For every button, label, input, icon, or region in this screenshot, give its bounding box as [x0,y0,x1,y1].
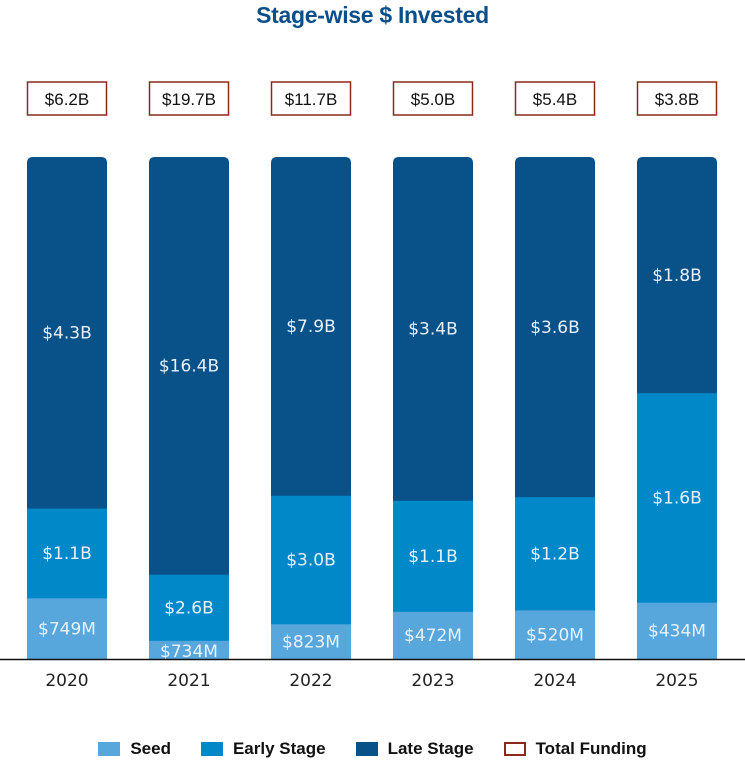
x-tick-label-2025: 2025 [655,671,698,691]
x-tick-label-2024: 2024 [533,671,576,691]
data-label-late-stage-2022: $7.9B [286,317,336,337]
data-label-early-stage-2021: $2.6B [164,598,214,618]
bar-segment-early-stage-2020 [27,508,107,599]
legend-item-total-funding: Total Funding [503,739,647,759]
data-label-early-stage-2025: $1.6B [652,488,702,508]
total-funding-box-2021 [148,81,230,116]
legend-item-late-stage: Late Stage [355,739,474,759]
stacked-bar-chart: $749M $1.1B $4.3B $6.2B 2020 $734M $2.6B $16.4B… [0,81,745,691]
bar-segment-late-stage-2021 [149,157,229,575]
legend-label-late-stage: Late Stage [387,739,474,758]
bar-segment-seed-2021 [149,640,229,659]
bar-segment-early-stage-2021 [149,574,229,641]
legend-label-total-funding: Total Funding [535,739,647,758]
data-label-late-stage-2021: $16.4B [159,357,219,377]
data-label-late-stage-2023: $3.4B [408,320,458,340]
total-funding-label-2022: $11.7B [285,90,338,109]
legend-swatch-early-stage [200,742,223,756]
data-label-late-stage-2025: $1.8B [652,266,702,286]
x-tick-label-2023: 2023 [411,671,454,691]
total-funding-label-2023: $5.0B [411,90,455,109]
bar-segment-late-stage-2020 [27,157,107,509]
data-label-seed-2021: $734M [160,642,218,662]
bar-segment-late-stage-2025 [637,157,717,394]
data-label-early-stage-2023: $1.1B [408,547,458,567]
data-label-early-stage-2022: $3.0B [286,551,336,571]
total-funding-box-2020 [26,81,108,116]
total-funding-box-2022 [270,81,352,116]
bar-segment-early-stage-2025 [637,392,717,603]
legend-swatch-total-funding [503,742,526,756]
x-tick-label-2020: 2020 [45,671,88,691]
total-funding-label-2024: $5.4B [533,90,577,109]
x-tick-label-2021: 2021 [167,671,210,691]
total-funding-label-2020: $6.2B [45,90,89,109]
bar-segment-seed-2020 [27,597,107,659]
data-label-early-stage-2024: $1.2B [530,544,580,564]
legend: Seed Early Stage Late Stage Total Fundin… [0,737,745,761]
bar-segment-seed-2022 [271,623,351,659]
legend-item-seed: Seed [98,739,171,759]
legend-swatch-seed [98,742,121,756]
total-funding-box-2023 [392,81,474,116]
data-label-early-stage-2020: $1.1B [42,544,92,564]
data-label-late-stage-2024: $3.6B [530,318,580,338]
legend-label-early-stage: Early Stage [232,739,326,758]
chart-title: Stage-wise $ Invested [256,2,489,28]
data-label-seed-2020: $749M [38,619,96,639]
data-label-late-stage-2020: $4.3B [42,324,92,344]
legend-item-early-stage: Early Stage [200,739,326,759]
bar-segment-seed-2024 [515,609,595,659]
total-funding-box-2025 [636,81,718,116]
bar-segment-seed-2023 [393,611,473,659]
bar-segment-late-stage-2023 [393,157,473,501]
total-funding-box-2024 [514,81,596,116]
bar-segment-late-stage-2022 [271,157,351,496]
x-tick-label-2022: 2022 [289,671,332,691]
bar-segment-seed-2025 [637,602,717,659]
data-label-seed-2023: $472M [404,626,462,646]
data-label-seed-2022: $823M [282,632,340,652]
data-label-seed-2025: $434M [648,622,706,642]
total-funding-label-2025: $3.8B [655,90,699,109]
bar-segment-early-stage-2024 [515,496,595,611]
legend-swatch-late-stage [355,742,378,756]
legend-label-seed: Seed [130,739,171,758]
bar-segment-late-stage-2024 [515,157,595,498]
bar-segment-early-stage-2023 [393,500,473,612]
total-funding-label-2021: $19.7B [162,90,216,109]
data-label-seed-2024: $520M [526,625,584,645]
bar-segment-early-stage-2022 [271,495,351,625]
